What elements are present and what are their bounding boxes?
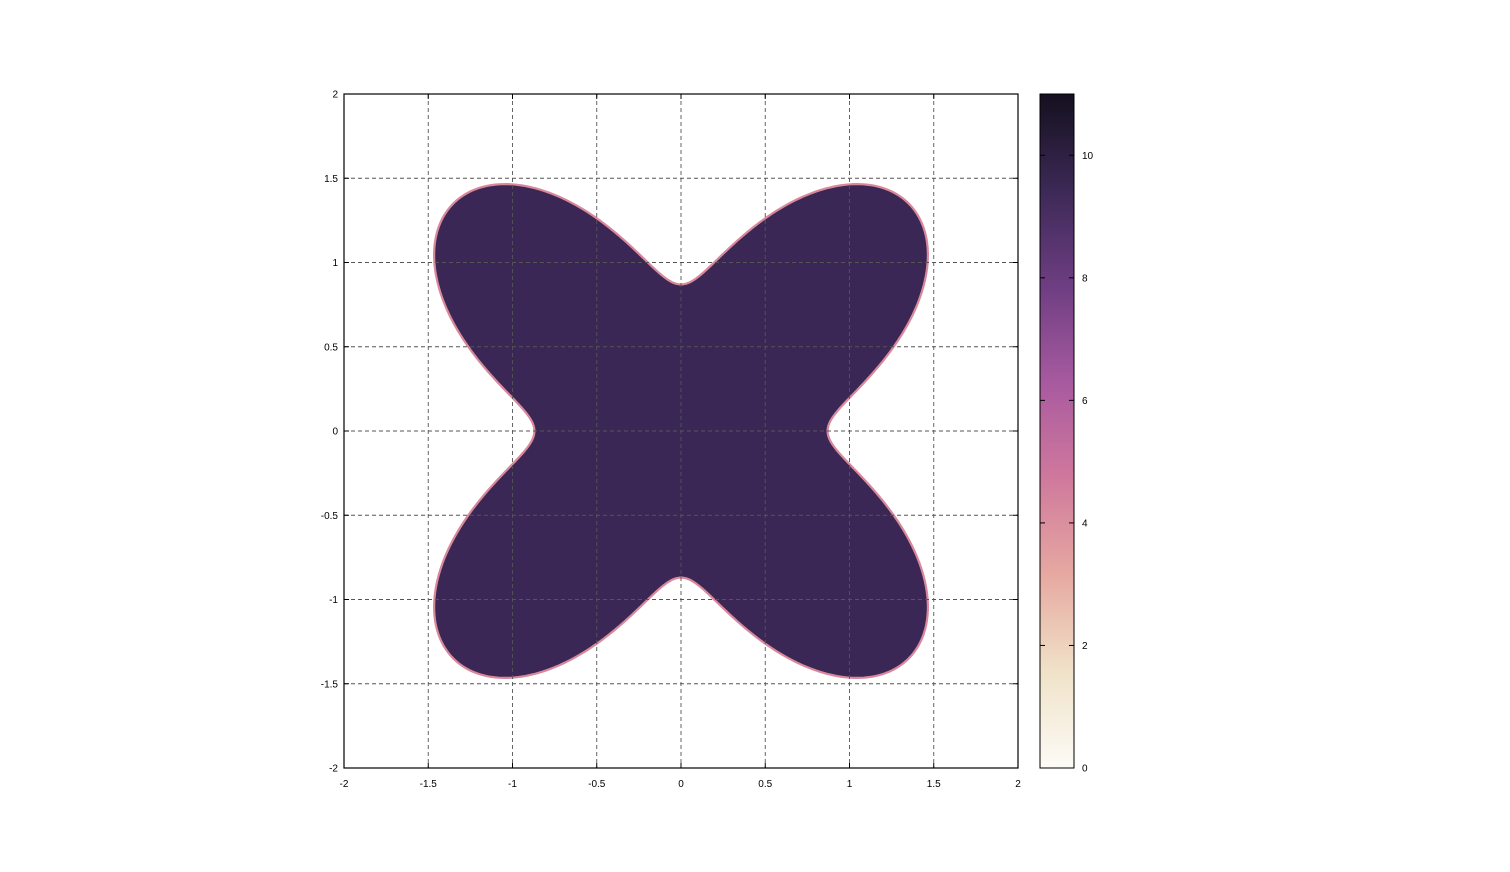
x-tick-label: -0.5 bbox=[588, 779, 606, 790]
x-tick-label: 0 bbox=[678, 779, 684, 790]
y-tick-label: -2 bbox=[329, 764, 338, 775]
colorbar-tick-label: 4 bbox=[1082, 518, 1088, 529]
colorbar-tick-label: 8 bbox=[1082, 273, 1088, 284]
plot-area: -2 -1.5 -1 -0.5 0 0.5 1 1.5 2 -2 -1.5 -1 -0.5 0 0.5 1 1.… bbox=[321, 90, 1021, 791]
x-tick-label: 0.5 bbox=[758, 779, 772, 790]
x-tick-label: 2 bbox=[1015, 779, 1021, 790]
y-tick-label: -1.5 bbox=[321, 679, 339, 690]
y-tick-label: 0 bbox=[332, 427, 338, 438]
x-tick-label: 1 bbox=[847, 779, 853, 790]
colorbar-tick-label: 2 bbox=[1082, 641, 1088, 652]
y-tick-label: -0.5 bbox=[321, 511, 339, 522]
colorbar-tick-label: 10 bbox=[1082, 151, 1094, 162]
y-tick-label: 2 bbox=[332, 90, 338, 101]
x-tick-label: -1 bbox=[508, 779, 517, 790]
colorbar-gradient bbox=[1039, 93, 1075, 769]
colorbar-tick-label: 0 bbox=[1082, 764, 1088, 775]
y-tick-label: -1 bbox=[329, 595, 338, 606]
x-tick-label: 1.5 bbox=[927, 779, 941, 790]
y-tick-label: 1 bbox=[332, 258, 338, 269]
y-tick-label: 1.5 bbox=[324, 174, 338, 185]
y-tick-label: 0.5 bbox=[324, 342, 338, 353]
colorbar-tick-label: 6 bbox=[1082, 396, 1088, 407]
x-tick-label: -2 bbox=[340, 779, 349, 790]
x-tick-label: -1.5 bbox=[420, 779, 438, 790]
colorbar: 0 2 4 6 8 10 bbox=[1039, 93, 1094, 775]
